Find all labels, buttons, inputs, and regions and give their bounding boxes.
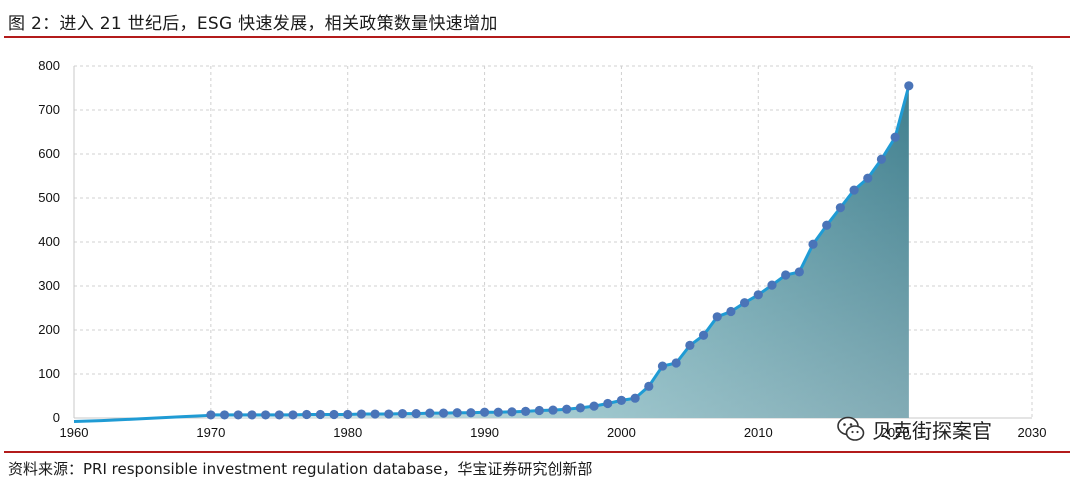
data-point [233, 410, 243, 420]
data-point [863, 173, 873, 183]
data-point [329, 409, 339, 420]
data-point [356, 409, 366, 419]
watermark-text: 贝克街探案官 [872, 418, 992, 443]
x-tick-label: 2020 [881, 425, 910, 440]
data-point [603, 398, 613, 409]
data-point [507, 407, 517, 417]
data-point [302, 409, 312, 420]
data-point [822, 220, 832, 230]
x-tick-label: 1970 [196, 425, 225, 440]
data-point [849, 185, 859, 195]
data-point [261, 410, 271, 420]
y-tick-label: 300 [38, 278, 60, 293]
y-tick-label: 600 [38, 146, 60, 161]
y-tick-label: 700 [38, 102, 60, 117]
data-point [835, 203, 846, 213]
area-shade [210, 85, 909, 419]
data-point [740, 298, 750, 308]
data-point [904, 81, 914, 91]
data-point [219, 410, 230, 420]
data-point [548, 405, 558, 415]
data-point [438, 408, 449, 418]
data-point [616, 395, 627, 405]
area-chart: 0 100 200 300 400 500 600 700 800 1960 1970 1980 199… [38, 58, 1047, 440]
y-tick-label: 500 [38, 190, 60, 205]
x-tick-label: 1960 [60, 425, 89, 440]
title-rule [4, 36, 1070, 38]
data-point [247, 410, 257, 420]
x-tick-label: 2030 [1018, 425, 1047, 440]
data-point [397, 409, 408, 419]
y-tick-label: 100 [38, 366, 60, 381]
data-point [493, 407, 503, 417]
data-point [698, 330, 709, 340]
data-point [726, 306, 736, 317]
data-point [630, 393, 640, 403]
data-point [794, 267, 804, 277]
y-tick-label: 800 [38, 58, 60, 73]
y-tick-label: 0 [53, 410, 60, 425]
data-point [767, 280, 777, 290]
data-point [411, 409, 421, 419]
data-point [876, 154, 887, 164]
data-point [685, 340, 695, 350]
x-tick-label: 1990 [470, 425, 499, 440]
data-point [671, 358, 681, 368]
data-point [712, 312, 722, 322]
data-point [521, 406, 531, 416]
data-point [479, 407, 490, 417]
data-point [657, 361, 668, 371]
figure-title: 图 2：进入 21 世纪后，ESG 快速发展，相关政策数量快速增加 [8, 14, 498, 34]
data-point [808, 239, 818, 249]
data-point [274, 410, 284, 420]
data-point [452, 408, 462, 418]
x-tick-label: 1980 [333, 425, 362, 440]
y-tick-label: 400 [38, 234, 60, 249]
data-point [370, 409, 380, 419]
data-point [466, 408, 476, 418]
data-point [589, 401, 599, 411]
series-line [210, 85, 911, 417]
data-point [343, 409, 353, 420]
y-tick-label: 200 [38, 322, 60, 337]
x-tick-label: 2010 [744, 425, 773, 440]
x-tick-label: 2000 [607, 425, 636, 440]
source-rule [4, 451, 1070, 453]
data-point [644, 381, 654, 391]
data-point [315, 409, 325, 420]
data-point [562, 404, 572, 414]
data-point [575, 403, 585, 413]
data-point [384, 409, 394, 419]
data-point [425, 408, 435, 418]
wechat-icon [837, 416, 865, 441]
source-note: 资料来源：PRI responsible investment regulati… [8, 460, 593, 478]
data-point [890, 132, 900, 142]
data-point [206, 410, 216, 420]
data-point [534, 405, 544, 416]
watermark: 贝克街探案官 [836, 414, 992, 444]
data-point [781, 270, 791, 280]
data-point [288, 410, 298, 420]
data-point [753, 290, 763, 300]
